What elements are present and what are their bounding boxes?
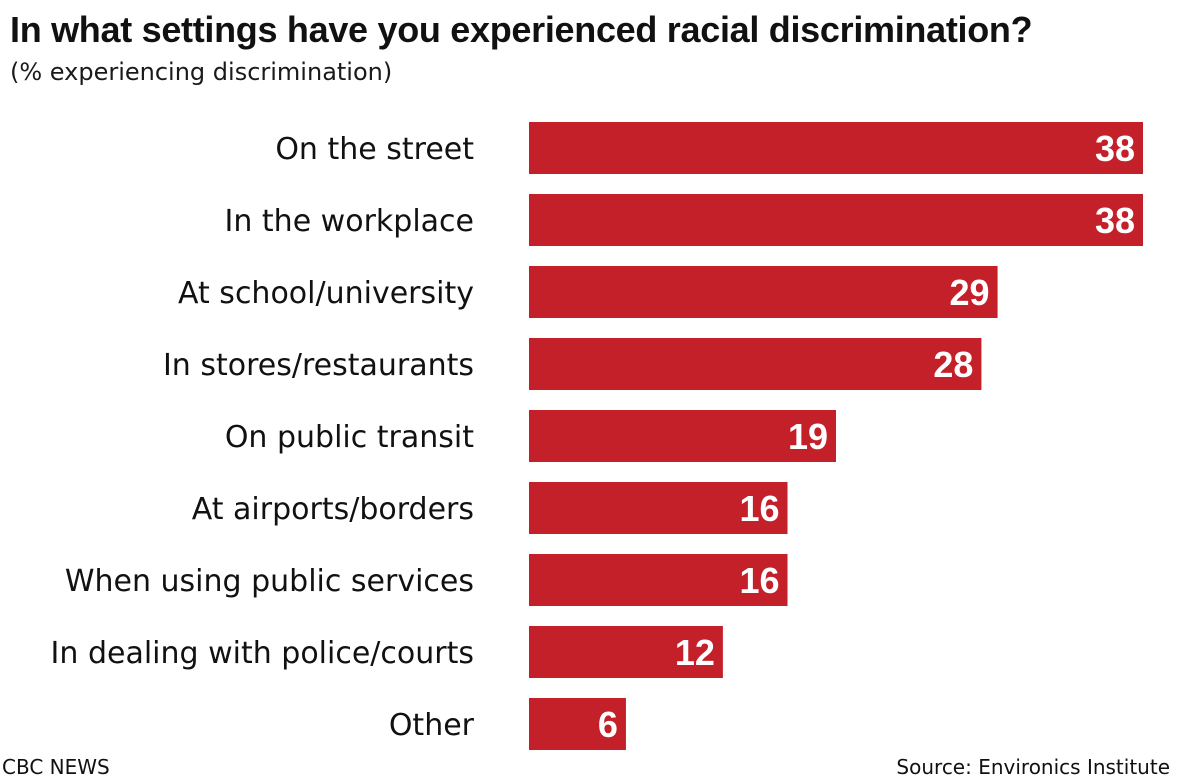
value-label-8: 12 [675,632,715,673]
value-label-3: 29 [950,272,990,313]
bar-7 [529,554,788,606]
value-label-5: 19 [788,416,828,457]
source-label: Source: Environics Institute [896,755,1170,779]
value-label-2: 38 [1095,200,1135,241]
bar-1 [529,122,1143,174]
category-label-4: In stores/restaurants [163,348,474,383]
value-label-7: 16 [739,560,779,601]
value-label-6: 16 [739,488,779,529]
category-label-8: In dealing with police/courts [51,636,474,671]
value-label-4: 28 [933,344,973,385]
category-label-5: On public transit [225,420,474,455]
category-label-7: When using public services [65,564,474,599]
bar-2 [529,194,1143,246]
category-label-3: At school/university [178,276,474,311]
value-label-9: 6 [598,704,618,745]
bar-6 [529,482,788,534]
bar-5 [529,410,836,462]
chart-title: In what settings have you experienced ra… [10,9,1033,50]
category-label-6: At airports/borders [192,492,474,527]
category-label-9: Other [389,708,475,743]
category-label-1: On the street [275,132,474,167]
brand-label: CBC NEWS [2,755,110,779]
bar-9 [529,698,626,750]
value-label-1: 38 [1095,128,1135,169]
chart-subtitle: (% experiencing discrimination) [10,58,393,86]
bar-4 [529,338,982,390]
category-label-2: In the workplace [225,204,474,239]
bar-3 [529,266,998,318]
bar-8 [529,626,723,678]
